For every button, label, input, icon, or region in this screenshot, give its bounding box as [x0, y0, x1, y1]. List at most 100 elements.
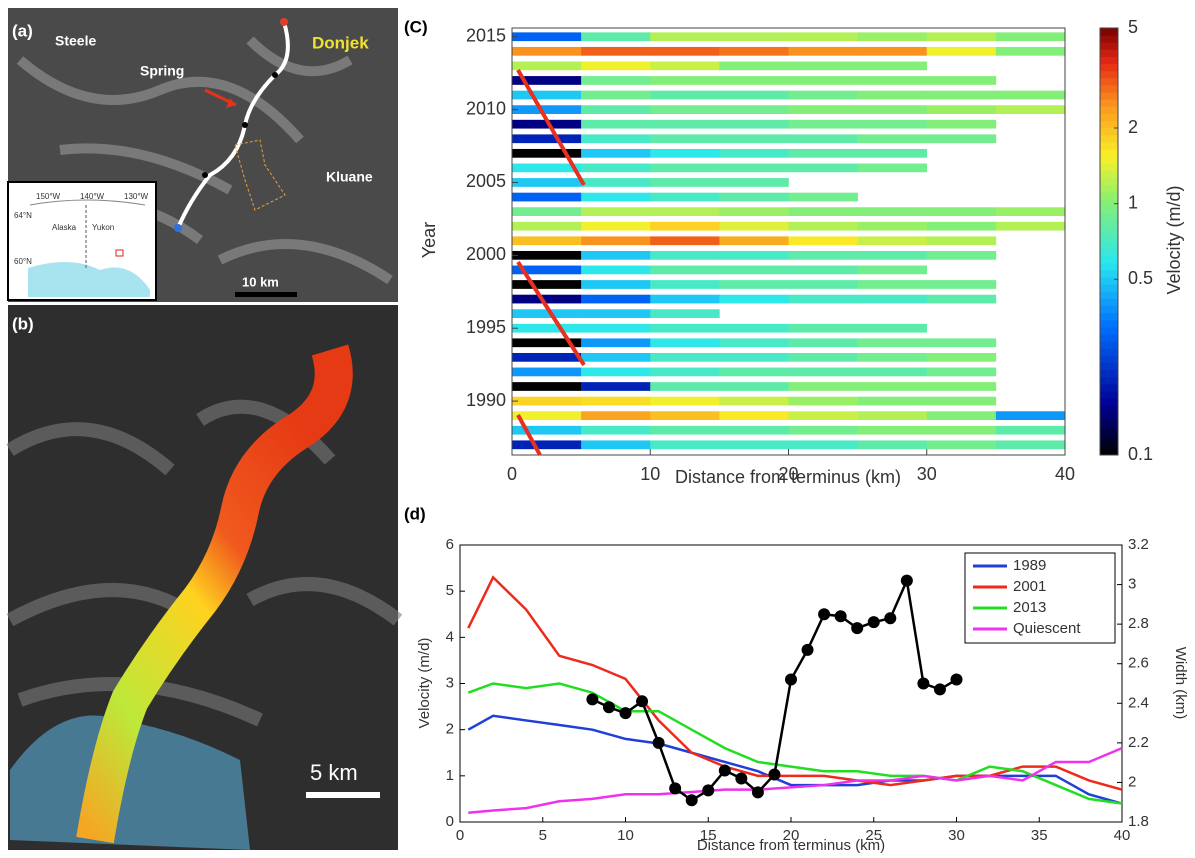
heat-cell — [926, 105, 997, 114]
heat-cell — [581, 425, 651, 435]
colorbar-swatch — [1100, 334, 1118, 342]
inset-label: 140°W — [80, 192, 105, 201]
scale-bar — [235, 292, 297, 297]
heat-cell — [995, 46, 1066, 56]
heat-cell — [650, 207, 720, 216]
heat-cell — [788, 411, 858, 421]
heat-cell — [650, 192, 720, 202]
heat-cell — [788, 294, 858, 304]
glacier-velocity — [76, 344, 353, 844]
heat-cell — [857, 134, 928, 144]
heat-cell — [719, 178, 789, 187]
colorbar-swatch — [1100, 383, 1118, 392]
heat-cell — [857, 236, 928, 246]
colorbar-swatch — [1100, 70, 1118, 79]
ocean — [28, 261, 150, 297]
heat-cell — [512, 425, 582, 435]
heat-cell — [719, 119, 789, 129]
point — [636, 695, 649, 708]
y2-tick-label: 3.2 — [1128, 536, 1149, 553]
scale-label: 10 km — [242, 274, 279, 289]
legend-label: 2001 — [1013, 578, 1046, 595]
annotation-arrow — [516, 260, 586, 367]
outline — [234, 139, 286, 211]
heat-cell — [719, 163, 789, 173]
heat-cell — [926, 46, 997, 56]
heat-cell — [926, 411, 997, 421]
heat-cell — [650, 382, 720, 391]
x-tick-label: 10 — [640, 464, 660, 484]
heat-cell — [719, 250, 789, 260]
point — [586, 693, 599, 706]
heat-cell — [857, 382, 928, 391]
point — [851, 622, 864, 635]
heat-cell — [581, 367, 651, 377]
heat-cell — [650, 163, 720, 173]
x-tick-label: 20 — [778, 464, 798, 484]
heat-cell — [650, 367, 720, 377]
y2-tick-label: 2.4 — [1128, 694, 1149, 711]
panel-d: (d) Distance from terminus (km) Velocity… — [404, 504, 1189, 853]
colorbar-swatch — [1100, 56, 1118, 65]
colorbar-swatch — [1100, 77, 1118, 86]
colorbar-swatch — [1100, 305, 1118, 314]
heat-cell — [650, 105, 720, 114]
heat-cell — [719, 61, 789, 71]
y2-tick-label: 2.2 — [1128, 734, 1149, 751]
heat-cell — [995, 411, 1066, 421]
heat-cell — [857, 148, 928, 158]
heat-cell — [512, 61, 582, 71]
colorbar-swatch — [1100, 284, 1118, 292]
heat-cell — [581, 134, 651, 144]
heat-cell — [581, 46, 651, 56]
colorbar-swatch — [1100, 163, 1118, 171]
heat-cell — [857, 338, 928, 348]
point — [801, 643, 814, 656]
colorbar-swatch — [1100, 120, 1118, 129]
heat-cell — [788, 61, 858, 71]
colorbar-swatch — [1100, 248, 1118, 257]
panel-label: (d) — [404, 504, 426, 523]
heat-cell — [581, 396, 651, 406]
heat-cell — [581, 236, 651, 246]
x-tick-label: 15 — [700, 827, 717, 844]
place: Steele — [55, 33, 96, 49]
dot — [242, 122, 248, 128]
y-tick-label: 6 — [446, 536, 454, 553]
heat-cell — [857, 163, 928, 173]
colorbar-swatch — [1100, 170, 1118, 178]
heat-cell — [719, 323, 789, 333]
heat-cell — [581, 294, 651, 304]
heat-cell — [581, 221, 651, 231]
heat-cell — [512, 440, 582, 450]
x-tick-label: 25 — [865, 827, 882, 844]
heat-cell — [788, 207, 858, 216]
point — [933, 683, 946, 696]
heat-cell — [857, 61, 928, 71]
colorbar-swatch — [1100, 398, 1118, 406]
point — [884, 612, 897, 625]
heat-cell — [926, 236, 997, 246]
y2-tick-label: 2.6 — [1128, 655, 1149, 672]
y-tick-label: 5 — [446, 582, 454, 599]
heat-cell — [857, 323, 928, 333]
colorbar-swatch — [1100, 35, 1118, 43]
heat-cell — [512, 309, 582, 319]
point — [818, 608, 831, 621]
heat-cell — [719, 134, 789, 144]
heat-cell — [719, 221, 789, 231]
heat-cell — [719, 207, 789, 216]
inset-label: Yukon — [92, 223, 114, 232]
heat-cell — [512, 76, 582, 85]
colorbar-swatch — [1100, 198, 1118, 207]
heat-cell — [512, 250, 582, 260]
heat-cell — [650, 76, 720, 85]
heat-cell — [581, 90, 651, 100]
inset-label: Alaska — [52, 223, 77, 232]
heat-cell — [788, 32, 858, 42]
heat-cell — [788, 76, 858, 85]
heat-cell — [926, 352, 997, 362]
heat-cell — [788, 148, 858, 158]
